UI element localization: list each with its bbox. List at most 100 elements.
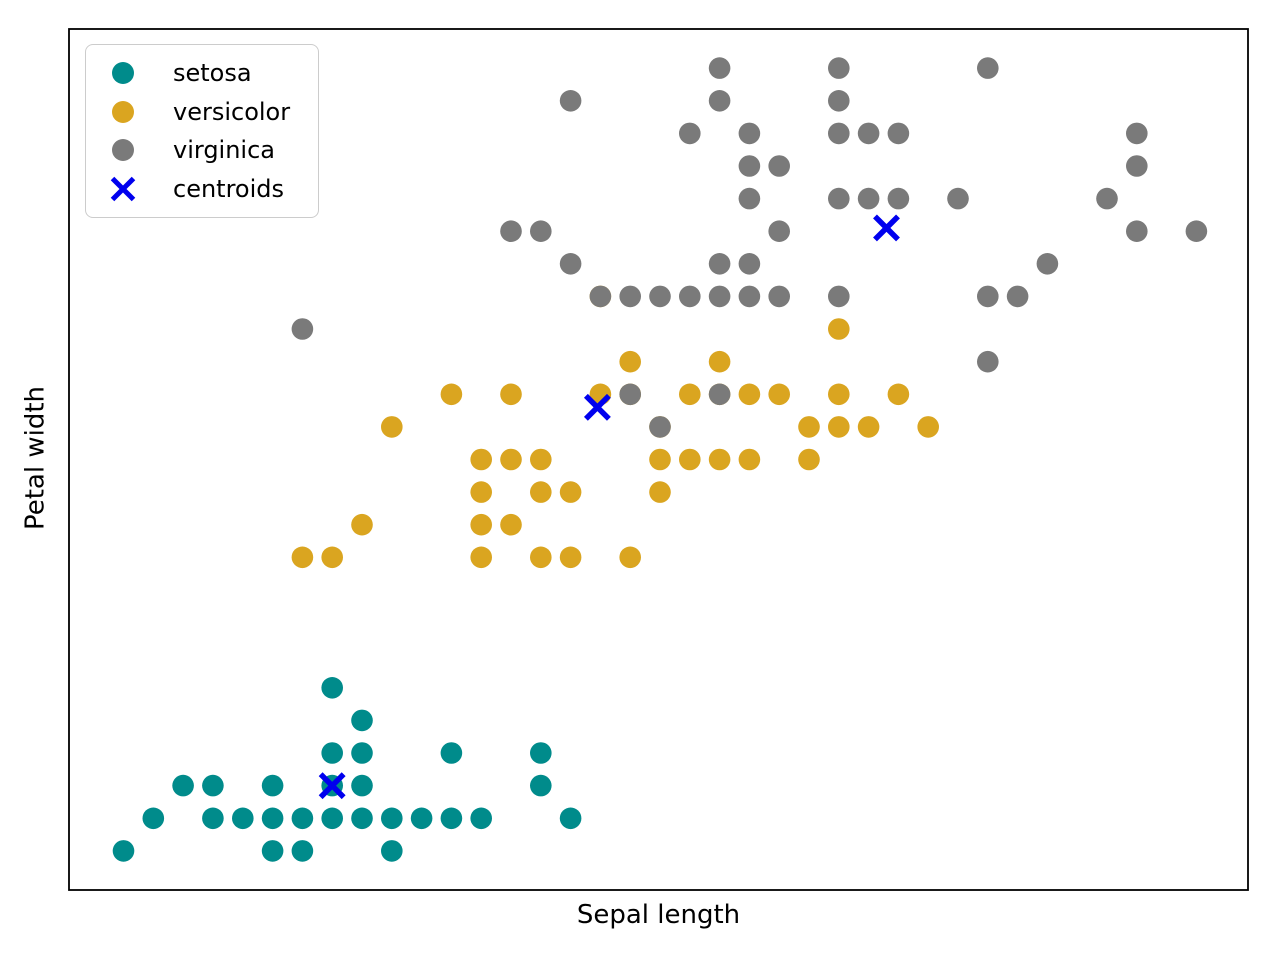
data-point-setosa (202, 807, 224, 830)
data-point-virginica (768, 155, 790, 177)
data-point-virginica (977, 57, 999, 79)
data-point-versicolor (828, 383, 850, 406)
data-point-setosa (530, 742, 552, 764)
data-point-versicolor (440, 383, 463, 406)
series-centroids (318, 214, 900, 800)
data-point-versicolor (798, 448, 820, 471)
legend-label: centroids (173, 175, 285, 204)
data-point-setosa (321, 807, 344, 830)
data-point-virginica (530, 220, 552, 242)
data-point-versicolor (708, 350, 731, 373)
data-point-versicolor (351, 513, 373, 536)
plot-border (68, 28, 1249, 891)
series-versicolor (291, 285, 939, 569)
data-point-setosa (470, 807, 493, 830)
data-point-virginica (649, 416, 671, 438)
data-point-setosa (440, 807, 463, 830)
data-point-setosa (232, 807, 254, 830)
data-point-versicolor (679, 448, 701, 471)
data-point-virginica (857, 187, 880, 210)
centroid-x-icon (110, 176, 136, 202)
data-point-virginica (887, 187, 910, 210)
data-point-versicolor (381, 416, 403, 438)
data-point-virginica (559, 90, 582, 112)
data-point-versicolor (470, 546, 493, 569)
data-point-virginica (291, 318, 314, 340)
data-point-setosa (291, 840, 314, 862)
data-point-setosa (351, 742, 373, 764)
data-point-virginica (738, 285, 761, 308)
data-point-versicolor (291, 546, 314, 569)
data-point-versicolor (798, 416, 820, 438)
data-point-versicolor (530, 481, 552, 503)
data-point-versicolor (500, 448, 522, 471)
legend: setosa versicolor virginica centroids (85, 44, 319, 218)
data-point-setosa (142, 807, 165, 830)
data-point-virginica (887, 122, 910, 145)
data-point-virginica (649, 285, 671, 308)
data-point-virginica (619, 285, 641, 308)
data-point-virginica (1126, 220, 1148, 242)
virginica-swatch-icon (112, 139, 134, 162)
data-point-versicolor (917, 416, 939, 438)
data-point-virginica (708, 252, 731, 275)
data-point-virginica (1185, 220, 1208, 242)
data-point-setosa (261, 807, 284, 830)
data-point-setosa (381, 807, 403, 830)
series-virginica (291, 57, 1208, 438)
y-axis-label: Petal width (20, 385, 51, 531)
data-point-virginica (828, 187, 850, 210)
data-point-versicolor (857, 416, 880, 438)
data-point-setosa (440, 742, 463, 764)
legend-label: virginica (173, 136, 275, 165)
data-point-versicolor (530, 546, 552, 569)
data-point-setosa (172, 774, 194, 797)
data-point-virginica (1006, 285, 1029, 308)
data-point-virginica (559, 252, 582, 275)
data-point-versicolor (500, 513, 522, 536)
data-point-setosa (291, 807, 314, 830)
legend-item-setosa: setosa (86, 57, 318, 89)
legend-item-virginica: virginica (86, 134, 318, 166)
legend-marker-setosa (112, 61, 134, 84)
data-point-virginica (738, 155, 761, 177)
legend-item-centroids: centroids (86, 173, 318, 205)
data-point-virginica (1126, 155, 1148, 177)
data-point-virginica (738, 252, 761, 275)
legend-marker-centroids (110, 176, 136, 202)
data-point-versicolor (470, 513, 493, 536)
series-setosa (112, 677, 582, 862)
data-point-virginica (679, 285, 701, 308)
data-point-setosa (351, 807, 373, 830)
data-point-versicolor (738, 448, 761, 471)
data-point-virginica (857, 122, 880, 145)
data-point-virginica (828, 122, 850, 145)
data-point-virginica (708, 285, 731, 308)
data-point-setosa (321, 677, 344, 699)
setosa-swatch-icon (112, 61, 134, 84)
versicolor-swatch-icon (112, 100, 134, 123)
data-point-versicolor (828, 318, 850, 340)
data-point-versicolor (768, 383, 790, 406)
legend-marker-virginica (112, 139, 134, 162)
data-point-versicolor (649, 448, 671, 471)
data-point-setosa (321, 742, 344, 764)
legend-item-versicolor: versicolor (86, 96, 318, 128)
data-point-setosa (559, 807, 582, 830)
data-point-virginica (828, 57, 850, 79)
x-axis-label: Sepal length (576, 900, 741, 930)
data-point-setosa (530, 774, 552, 797)
centroid-marker (583, 393, 611, 421)
data-point-virginica (738, 187, 761, 210)
data-point-setosa (261, 774, 284, 797)
data-point-setosa (351, 774, 373, 797)
legend-marker-versicolor (112, 100, 134, 123)
data-point-virginica (589, 285, 612, 308)
data-point-virginica (828, 90, 850, 112)
legend-label: setosa (173, 58, 252, 87)
data-point-virginica (768, 285, 790, 308)
data-point-setosa (351, 709, 373, 732)
data-point-versicolor (559, 546, 582, 569)
data-point-virginica (708, 90, 731, 112)
data-point-versicolor (619, 546, 641, 569)
